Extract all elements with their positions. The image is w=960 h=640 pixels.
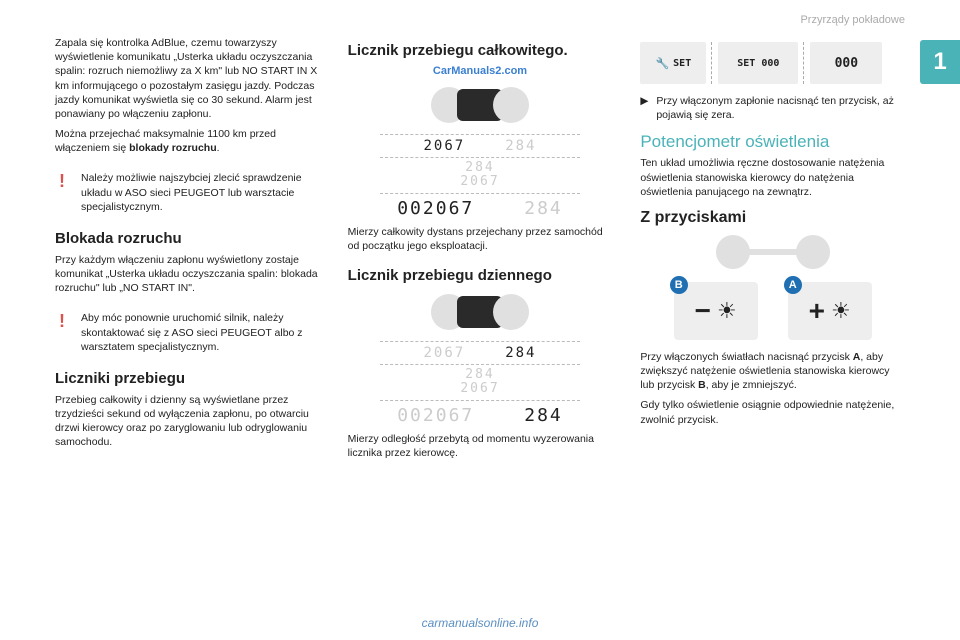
- odo-mid: 2067: [380, 382, 580, 396]
- set-panel-2: SET 000: [718, 42, 798, 84]
- odo-big-value-faded: 284: [524, 198, 563, 219]
- badge-b: B: [670, 276, 688, 294]
- odo-value-faded: 284: [505, 138, 536, 154]
- odo-big-value: 002067: [397, 198, 474, 219]
- odometer-total: 2067 284 284 2067 002067 284: [380, 134, 580, 219]
- potentiometer-desc: Ten układ umożliwia ręczne dostosowanie …: [640, 156, 905, 199]
- trip-odometer-desc: Mierzy odległość przebytą od momentu wyz…: [348, 432, 613, 460]
- dimmer-instruction: Przy włączonych światłach nacisnąć przyc…: [640, 350, 905, 393]
- heading-potentiometer: Potencjometr oświetlenia: [640, 132, 905, 152]
- odo-value: 2067: [423, 138, 465, 154]
- section-header: Przyrządy pokładowe: [800, 14, 905, 26]
- warning-box-1: ! Należy możliwie najszybciej zlecić spr…: [55, 165, 315, 220]
- page-number-tab: 1: [920, 40, 960, 84]
- instruction-bullet: ▶ Przy włączonym zapłonie nacisnąć ten p…: [640, 94, 905, 122]
- heading-trip-odometer: Licznik przebiegu dziennego: [348, 267, 613, 284]
- max-distance-text: Można przejechać maksymalnie 1100 km prz…: [55, 127, 320, 155]
- set-panel-3: 000: [810, 42, 882, 84]
- text-bold: blokady rozruchu: [129, 142, 217, 154]
- text: , aby je zmniejszyć.: [706, 379, 797, 391]
- column-2: Licznik przebiegu całkowitego. CarManual…: [348, 36, 613, 466]
- adblue-warning-text: Zapala się kontrolka AdBlue, czemu towar…: [55, 36, 320, 121]
- gauge-illustration: [348, 292, 613, 335]
- heading-total-odometer: Licznik przebiegu całkowitego.: [348, 42, 613, 59]
- warning-icon: !: [59, 171, 73, 214]
- warning-text: Aby móc ponownie uruchomić silnik, należ…: [81, 311, 311, 354]
- panel-text: SET: [673, 58, 691, 69]
- warning-text: Należy możliwie najszybciej zlecić spraw…: [81, 171, 311, 214]
- text: Przy włączonych światłach nacisnąć przyc…: [640, 351, 852, 363]
- warning-box-2: ! Aby móc ponownie uruchomić silnik, nal…: [55, 305, 315, 360]
- text: .: [217, 142, 220, 154]
- set-panels: SET SET 000 000: [640, 42, 905, 84]
- column-3: SET SET 000 000 ▶ Przy włączonym zapłoni…: [640, 36, 905, 466]
- total-odometer-desc: Mierzy całkowity dystans przejechany prz…: [348, 225, 613, 253]
- odo-mid: 2067: [380, 175, 580, 189]
- dimmer-buttons: B − A +: [640, 282, 905, 340]
- warning-icon: !: [59, 311, 73, 354]
- heading-blokada: Blokada rozruchu: [55, 230, 320, 247]
- bullet-text: Przy włączonym zapłonie nacisnąć ten prz…: [656, 94, 905, 122]
- footer-watermark: carmanualsonline.info: [0, 616, 960, 630]
- brightness-gauge: [640, 233, 905, 274]
- heading-liczniki: Liczniki przebiegu: [55, 370, 320, 387]
- badge-a: A: [784, 276, 802, 294]
- text-bold: B: [698, 379, 706, 391]
- gauge-illustration: [348, 85, 613, 128]
- heading-with-buttons: Z przyciskami: [640, 209, 905, 227]
- liczniki-text: Przebieg całkowity i dzienny są wyświetl…: [55, 393, 320, 450]
- dimmer-plus-button: A +: [788, 282, 872, 340]
- odo-value: 284: [505, 345, 536, 361]
- brightness-icon: [717, 298, 737, 324]
- odo-big-value-faded: 002067: [397, 405, 474, 426]
- odo-big-value: 284: [524, 405, 563, 426]
- blokada-text: Przy każdym włączeniu zapłonu wyświetlon…: [55, 253, 320, 296]
- set-panel-1: SET: [640, 42, 706, 84]
- odo-value-faded: 2067: [423, 345, 465, 361]
- odo-mid: 284: [380, 161, 580, 175]
- dimmer-minus-button: B −: [674, 282, 758, 340]
- odometer-trip: 2067 284 284 2067 002067 284: [380, 341, 580, 426]
- brightness-icon: [831, 298, 851, 324]
- watermark: CarManuals2.com: [348, 65, 613, 77]
- column-1: Zapala się kontrolka AdBlue, czemu towar…: [55, 36, 320, 466]
- dimmer-release-text: Gdy tylko oświetlenie osiągnie odpowiedn…: [640, 398, 905, 426]
- odo-mid: 284: [380, 368, 580, 382]
